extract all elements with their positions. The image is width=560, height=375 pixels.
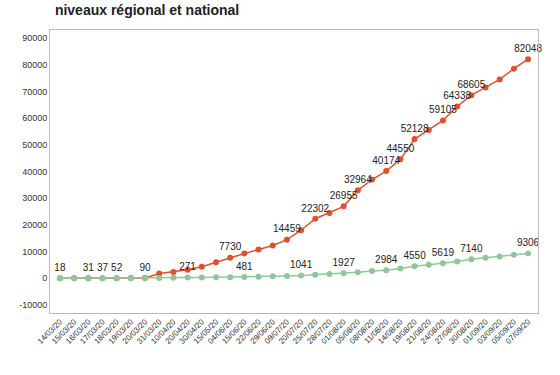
svg-text:05/08/20: 05/08/20 bbox=[334, 317, 363, 346]
svg-text:52: 52 bbox=[111, 262, 123, 273]
svg-text:30000: 30000 bbox=[22, 193, 47, 203]
svg-text:0: 0 bbox=[42, 273, 47, 283]
svg-text:14/08/20: 14/08/20 bbox=[376, 317, 405, 346]
svg-text:07/09/20: 07/09/20 bbox=[504, 317, 533, 346]
svg-text:17/03/20: 17/03/20 bbox=[78, 317, 107, 346]
svg-text:25/07/20: 25/07/20 bbox=[291, 317, 320, 346]
svg-text:16/03/20: 16/03/20 bbox=[64, 317, 93, 346]
svg-text:31/03/20: 31/03/20 bbox=[135, 317, 164, 346]
svg-text:20000: 20000 bbox=[22, 220, 47, 230]
svg-text:29/06/20: 29/06/20 bbox=[249, 317, 278, 346]
svg-text:32964: 32964 bbox=[344, 174, 372, 185]
svg-text:30/08/20: 30/08/20 bbox=[447, 317, 476, 346]
svg-text:22/06/20: 22/06/20 bbox=[234, 317, 263, 346]
svg-text:28/07/20: 28/07/20 bbox=[305, 317, 334, 346]
svg-text:31: 31 bbox=[83, 262, 95, 273]
svg-text:44550: 44550 bbox=[386, 143, 414, 154]
svg-text:7730: 7730 bbox=[219, 241, 242, 252]
svg-text:7140: 7140 bbox=[460, 243, 483, 254]
svg-text:21/08/20: 21/08/20 bbox=[405, 317, 434, 346]
svg-text:14/03/20: 14/03/20 bbox=[36, 317, 65, 346]
svg-text:10/04/20: 10/04/20 bbox=[149, 317, 178, 346]
svg-text:05/09/20: 05/09/20 bbox=[490, 317, 519, 346]
svg-text:niveaux régional et national: niveaux régional et national bbox=[55, 2, 239, 18]
svg-text:60000: 60000 bbox=[22, 113, 47, 123]
svg-text:03/09/20: 03/09/20 bbox=[476, 317, 505, 346]
svg-text:15/06/20: 15/06/20 bbox=[220, 317, 249, 346]
svg-text:27/08/20: 27/08/20 bbox=[433, 317, 462, 346]
svg-text:26955: 26955 bbox=[330, 190, 358, 201]
svg-text:64338: 64338 bbox=[443, 90, 471, 101]
svg-text:4550: 4550 bbox=[403, 250, 426, 261]
svg-text:19/08/20: 19/08/20 bbox=[390, 317, 419, 346]
svg-text:01/08/20: 01/08/20 bbox=[320, 317, 349, 346]
svg-text:52128: 52128 bbox=[401, 123, 429, 134]
svg-text:11/08/20: 11/08/20 bbox=[362, 317, 390, 345]
svg-text:70000: 70000 bbox=[22, 87, 47, 97]
svg-text:20/07/20: 20/07/20 bbox=[277, 317, 306, 346]
svg-text:37: 37 bbox=[97, 262, 109, 273]
svg-text:04/06/20: 04/06/20 bbox=[206, 317, 235, 346]
svg-text:90: 90 bbox=[139, 262, 151, 273]
svg-text:481: 481 bbox=[236, 261, 253, 272]
svg-text:90000: 90000 bbox=[22, 33, 47, 43]
svg-text:5619: 5619 bbox=[432, 247, 455, 258]
svg-text:14459: 14459 bbox=[273, 223, 301, 234]
svg-text:1927: 1927 bbox=[333, 257, 356, 268]
svg-text:08/08/20: 08/08/20 bbox=[348, 317, 377, 346]
svg-text:09/07/20: 09/07/20 bbox=[263, 317, 292, 346]
svg-text:9306: 9306 bbox=[517, 237, 540, 248]
svg-text:68605: 68605 bbox=[457, 79, 485, 90]
svg-text:80000: 80000 bbox=[22, 60, 47, 70]
svg-text:59105: 59105 bbox=[429, 104, 457, 115]
svg-text:82048: 82048 bbox=[514, 43, 542, 54]
svg-text:30/04/20: 30/04/20 bbox=[178, 317, 207, 346]
svg-text:40000: 40000 bbox=[22, 167, 47, 177]
svg-text:50000: 50000 bbox=[22, 140, 47, 150]
svg-text:40174: 40174 bbox=[372, 155, 400, 166]
svg-text:22302: 22302 bbox=[301, 203, 329, 214]
svg-text:24/08/20: 24/08/20 bbox=[419, 317, 448, 346]
svg-text:19/03/20: 19/03/20 bbox=[107, 317, 136, 346]
svg-text:-10000: -10000 bbox=[19, 300, 47, 310]
svg-text:01/09/20: 01/09/20 bbox=[461, 317, 490, 346]
svg-text:15/05/20: 15/05/20 bbox=[192, 317, 221, 346]
svg-text:20/03/20: 20/03/20 bbox=[121, 317, 150, 346]
svg-text:271: 271 bbox=[179, 261, 196, 272]
svg-text:1041: 1041 bbox=[290, 259, 313, 270]
svg-text:2984: 2984 bbox=[375, 254, 398, 265]
svg-text:10000: 10000 bbox=[22, 247, 47, 257]
svg-text:20/04/20: 20/04/20 bbox=[163, 317, 192, 346]
svg-text:18: 18 bbox=[54, 262, 66, 273]
svg-text:15/03/20: 15/03/20 bbox=[50, 317, 79, 346]
svg-text:18/03/20: 18/03/20 bbox=[93, 317, 122, 346]
